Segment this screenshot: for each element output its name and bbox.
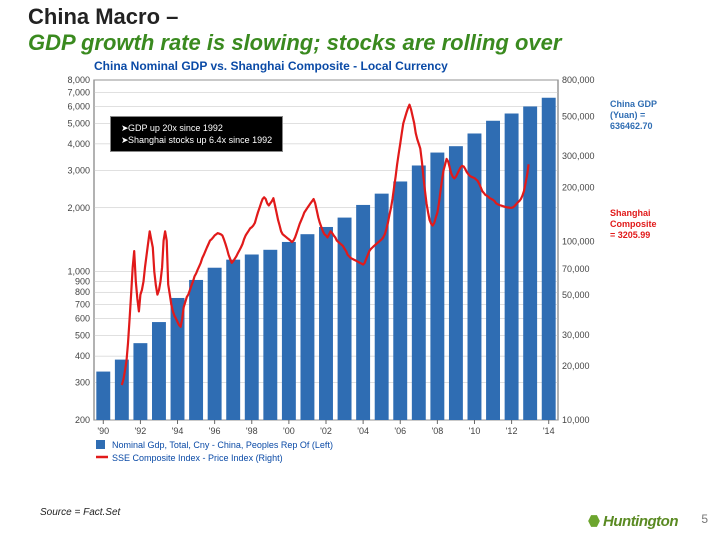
svg-text:'00: '00: [283, 426, 295, 436]
svg-text:2,000: 2,000: [67, 203, 90, 213]
svg-text:'10: '10: [469, 426, 481, 436]
svg-text:'98: '98: [246, 426, 258, 436]
page-number: 5: [701, 512, 708, 526]
svg-text:400: 400: [75, 351, 90, 361]
svg-text:30,000: 30,000: [562, 330, 590, 340]
svg-text:Shanghai: Shanghai: [610, 208, 651, 218]
callout-box: ➤GDP up 20x since 1992 ➤Shanghai stocks …: [110, 116, 283, 152]
title-line-2: GDP growth rate is slowing; stocks are r…: [28, 30, 712, 56]
svg-text:8,000: 8,000: [67, 75, 90, 85]
svg-text:China GDP: China GDP: [610, 99, 657, 109]
svg-text:'92: '92: [135, 426, 147, 436]
callout-line-1: ➤GDP up 20x since 1992: [121, 122, 272, 134]
svg-text:= 3205.99: = 3205.99: [610, 230, 650, 240]
svg-text:500,000: 500,000: [562, 111, 595, 121]
svg-text:'94: '94: [172, 426, 184, 436]
svg-text:'04: '04: [357, 426, 369, 436]
svg-text:'12: '12: [506, 426, 518, 436]
brand-logo: Huntington: [587, 513, 678, 530]
svg-text:200,000: 200,000: [562, 183, 595, 193]
title-line-1: China Macro –: [28, 4, 712, 30]
svg-text:300,000: 300,000: [562, 151, 595, 161]
svg-text:800: 800: [75, 287, 90, 297]
svg-text:Composite: Composite: [610, 219, 657, 229]
svg-text:'90: '90: [97, 426, 109, 436]
svg-text:6,000: 6,000: [67, 102, 90, 112]
svg-text:800,000: 800,000: [562, 75, 595, 85]
svg-text:900: 900: [75, 276, 90, 286]
svg-text:4,000: 4,000: [67, 139, 90, 149]
svg-text:Nominal Gdp, Total, Cny - Chin: Nominal Gdp, Total, Cny - China, Peoples…: [112, 440, 333, 450]
svg-text:3,000: 3,000: [67, 165, 90, 175]
svg-text:100,000: 100,000: [562, 236, 595, 246]
svg-text:636462.70: 636462.70: [610, 121, 653, 131]
title-block: China Macro – GDP growth rate is slowing…: [0, 0, 720, 58]
svg-text:(Yuan) =: (Yuan) =: [610, 110, 645, 120]
source-text: Source = Fact.Set: [40, 507, 120, 518]
svg-text:70,000: 70,000: [562, 264, 590, 274]
svg-text:SSE Composite Index - Price In: SSE Composite Index - Price Index (Right…: [112, 453, 283, 463]
honeycomb-icon: [587, 514, 601, 528]
slide: China Macro – GDP growth rate is slowing…: [0, 0, 720, 540]
svg-text:200: 200: [75, 415, 90, 425]
svg-text:20,000: 20,000: [562, 361, 590, 371]
svg-text:China Nominal GDP vs. Shanghai: China Nominal GDP vs. Shanghai Composite…: [94, 59, 448, 73]
svg-text:7,000: 7,000: [67, 87, 90, 97]
svg-text:600: 600: [75, 314, 90, 324]
svg-text:5,000: 5,000: [67, 118, 90, 128]
svg-text:50,000: 50,000: [562, 290, 590, 300]
svg-text:700: 700: [75, 300, 90, 310]
svg-text:'14: '14: [543, 426, 555, 436]
svg-text:'08: '08: [431, 426, 443, 436]
svg-text:'02: '02: [320, 426, 332, 436]
brand-text: Huntington: [603, 513, 678, 530]
svg-text:1,000: 1,000: [67, 267, 90, 277]
svg-text:'06: '06: [394, 426, 406, 436]
callout-line-2: ➤Shanghai stocks up 6.4x since 1992: [121, 134, 272, 146]
svg-text:500: 500: [75, 331, 90, 341]
svg-text:10,000: 10,000: [562, 415, 590, 425]
svg-text:300: 300: [75, 378, 90, 388]
svg-text:'96: '96: [209, 426, 221, 436]
